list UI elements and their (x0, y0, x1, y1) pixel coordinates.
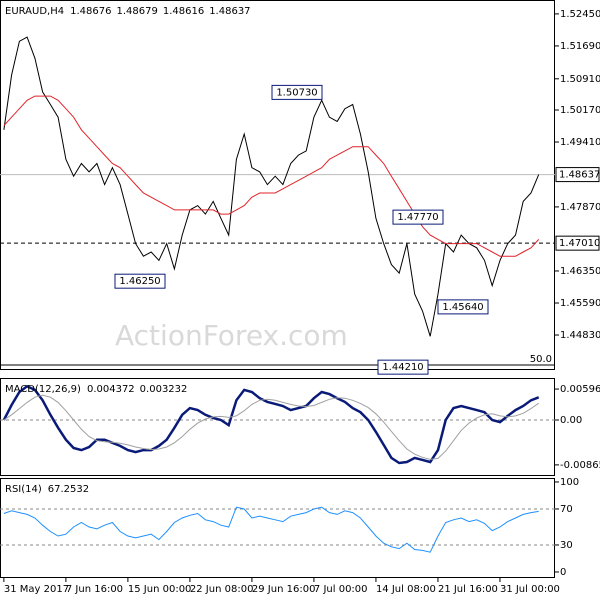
readout-value: 1.48616 (163, 6, 204, 17)
x-tick-label: 29 Jun 16:00 (252, 584, 316, 595)
y-tick-label: 1.51690 (560, 41, 600, 52)
panel-title: EURAUD,H4 (5, 6, 64, 17)
readout-value: 0.004372 (87, 384, 135, 395)
annotation-box (392, 209, 444, 225)
annotation-box (437, 299, 489, 315)
x-tick-label: 22 Jun 08:00 (190, 584, 254, 595)
current-price-label: 1.48637 (559, 170, 600, 181)
y-tick-label: 1.44830 (560, 330, 600, 341)
y-tick-label: 0 (560, 567, 566, 578)
y-tick-label: 1.50170 (560, 105, 600, 116)
panel-border (0, 378, 555, 476)
x-tick-label: 7 Jun 16:00 (66, 584, 123, 595)
y-tick-label: 70 (560, 504, 573, 515)
price-box (555, 167, 600, 183)
readout-value: 1.48679 (116, 6, 157, 17)
annotation-box (377, 359, 429, 375)
annotation-box (271, 84, 323, 100)
readout-value: 67.2532 (48, 484, 89, 495)
x-tick-label: 31 Jul 00:00 (500, 584, 560, 595)
level-box (555, 235, 600, 251)
readout-value: 1.48676 (70, 6, 111, 17)
x-tick-label: 21 Jul 16:00 (438, 584, 498, 595)
readout-value: 0.003232 (140, 384, 188, 395)
series-line (3, 95, 540, 257)
y-tick-label: 100 (560, 477, 579, 488)
series-line (3, 36, 540, 337)
x-tick-label: 14 Jul 08:00 (376, 584, 436, 595)
panel-border (0, 478, 555, 578)
y-tick-label: -0.008657 (560, 460, 600, 471)
watermark: ActionForex.com (115, 319, 348, 352)
annotation-label: 1.44210 (382, 362, 423, 373)
annotation-label: 1.46250 (119, 276, 160, 287)
panel-title: MACD(12,26,9) (5, 384, 81, 395)
panel-border (0, 0, 555, 370)
x-tick-label: 7 Jul 00:00 (314, 584, 368, 595)
y-tick-label: 1.45590 (560, 298, 600, 309)
y-tick-label: 1.47870 (560, 202, 600, 213)
y-tick-label: 1.52450 (560, 9, 600, 20)
annotation-label: 1.47770 (397, 212, 438, 223)
panel-title: RSI(14) (5, 484, 42, 495)
y-tick-label: 0.00 (560, 415, 582, 426)
y-tick-label: 30 (560, 540, 573, 551)
x-tick-label: 31 May 2017 (4, 584, 69, 595)
series-line (2, 384, 540, 465)
y-tick-label: 1.50910 (560, 74, 600, 85)
y-tick-label: 1.49410 (560, 137, 600, 148)
level-label: 1.47010 (559, 238, 600, 249)
annotation-box (114, 273, 166, 289)
readout-value: 1.48637 (209, 6, 250, 17)
fib-label: 50.0 (530, 354, 552, 365)
x-tick-label: 15 Jun 00:00 (128, 584, 192, 595)
series-line (3, 394, 539, 460)
y-tick-label: 0.005968 (560, 384, 600, 395)
annotation-label: 1.50730 (276, 87, 317, 98)
y-tick-label: 1.46350 (560, 266, 600, 277)
annotation-label: 1.45640 (442, 302, 483, 313)
series-line (3, 506, 539, 553)
